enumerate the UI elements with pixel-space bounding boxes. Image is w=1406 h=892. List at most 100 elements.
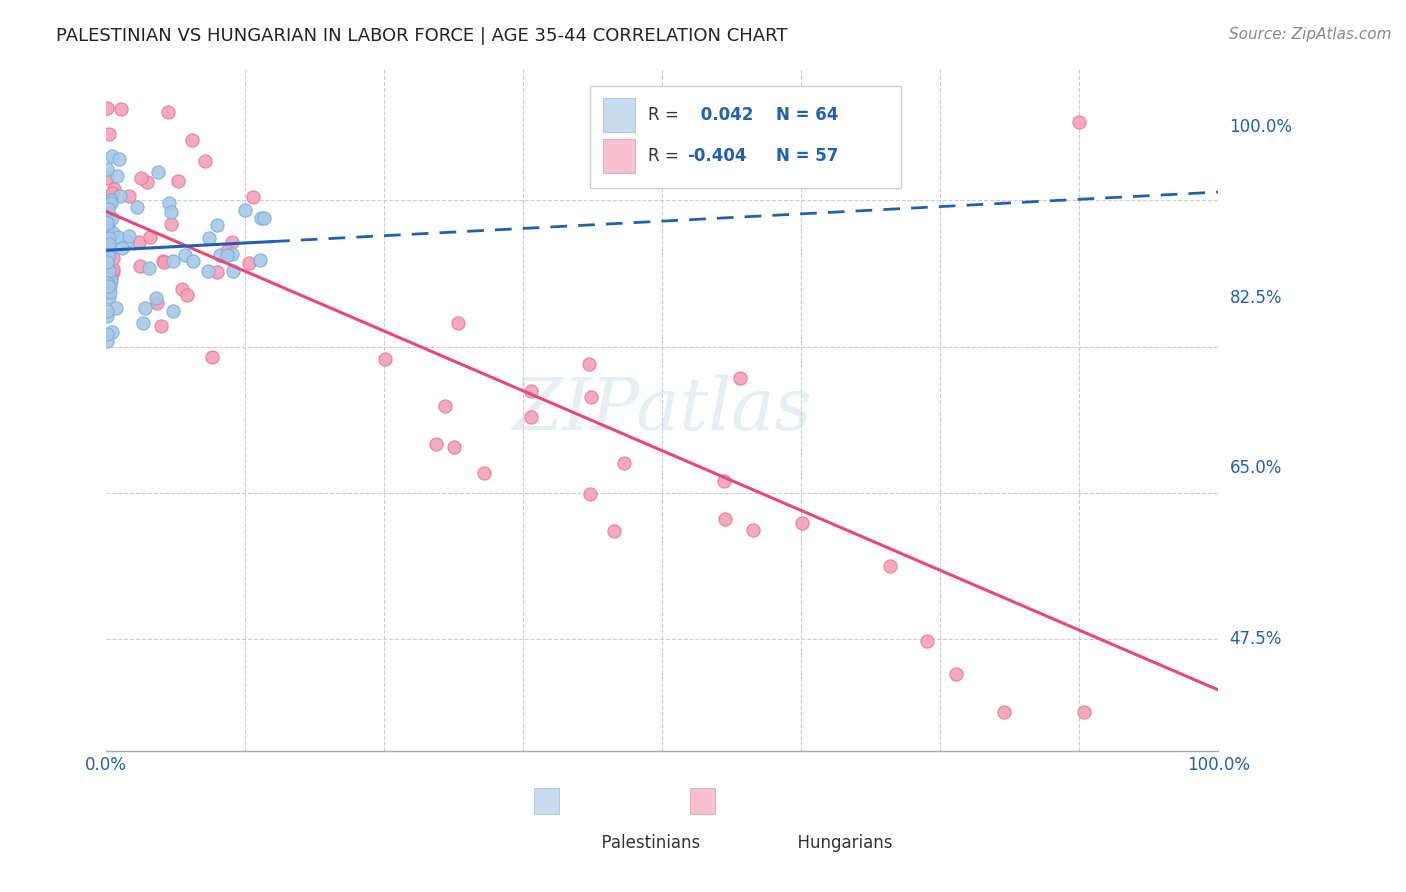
Point [197, 264, 219, 278]
Point [132, 316, 155, 330]
Point [613, 456, 636, 470]
Point [111, 241, 134, 255]
Point [96, 279, 118, 293]
Point [222, 264, 245, 278]
Point [579, 487, 602, 501]
Point [157, 196, 180, 211]
Point [97, 127, 120, 141]
Point [103, 227, 125, 241]
Point [253, 211, 276, 225]
Point [152, 255, 174, 269]
Point [433, 399, 456, 413]
Point [101, 251, 124, 265]
Point [97, 218, 120, 232]
Point [100, 194, 122, 209]
Point [602, 524, 624, 538]
Point [145, 291, 167, 305]
Point [96, 277, 118, 291]
Point [96, 101, 118, 115]
Point [134, 301, 156, 315]
Point [96, 216, 118, 230]
Point [138, 261, 160, 276]
Text: N = 64: N = 64 [776, 106, 838, 124]
Point [97, 202, 120, 217]
Point [741, 524, 763, 538]
Point [249, 211, 271, 225]
Point [139, 230, 162, 244]
Point [170, 282, 193, 296]
Point [97, 290, 120, 304]
Text: Hungarians: Hungarians [787, 834, 893, 852]
Point [100, 274, 122, 288]
Point [96, 171, 118, 186]
Point [201, 350, 224, 364]
Point [238, 256, 260, 270]
Point [117, 234, 139, 248]
Point [118, 189, 141, 203]
Point [101, 325, 124, 339]
Point [129, 171, 152, 186]
Point [96, 238, 118, 252]
Text: N = 57: N = 57 [776, 147, 838, 165]
Point [217, 244, 239, 259]
Point [249, 252, 271, 267]
Point [374, 351, 396, 366]
Point [105, 301, 128, 316]
Point [97, 214, 120, 228]
Point [181, 253, 204, 268]
Point [205, 218, 228, 232]
Point [101, 149, 124, 163]
Point [98, 285, 121, 299]
Point [221, 246, 243, 260]
Point [97, 247, 120, 261]
Text: Source: ZipAtlas.com: Source: ZipAtlas.com [1229, 27, 1392, 42]
Point [129, 259, 152, 273]
Point [993, 706, 1015, 720]
Point [146, 295, 169, 310]
Point [181, 132, 204, 146]
Point [519, 384, 541, 399]
Point [945, 666, 967, 681]
Point [194, 153, 217, 168]
Point [101, 261, 124, 276]
Point [108, 153, 131, 167]
Point [96, 255, 118, 269]
Point [97, 279, 120, 293]
Point [107, 229, 129, 244]
Text: 47.5%: 47.5% [1230, 630, 1282, 648]
Point [1069, 115, 1091, 129]
Point [100, 194, 122, 208]
FancyBboxPatch shape [603, 98, 634, 132]
Point [198, 231, 221, 245]
Point [176, 288, 198, 302]
Text: 65.0%: 65.0% [1230, 459, 1282, 477]
Point [96, 161, 118, 176]
Point [157, 105, 180, 120]
Point [209, 248, 232, 262]
Point [97, 198, 120, 212]
Point [108, 189, 131, 203]
Point [221, 235, 243, 250]
Point [714, 512, 737, 526]
Point [105, 169, 128, 183]
FancyBboxPatch shape [591, 86, 901, 188]
Point [915, 634, 938, 648]
Point [173, 248, 195, 262]
Text: 0.042: 0.042 [695, 106, 754, 124]
Point [149, 318, 172, 333]
Text: 82.5%: 82.5% [1230, 289, 1282, 307]
Point [98, 279, 121, 293]
Point [728, 371, 751, 385]
Point [443, 440, 465, 454]
Point [242, 190, 264, 204]
Point [1073, 706, 1095, 720]
FancyBboxPatch shape [603, 139, 634, 173]
Point [96, 222, 118, 236]
Text: R =: R = [648, 106, 679, 124]
Point [447, 317, 470, 331]
Point [579, 390, 602, 404]
Point [792, 516, 814, 530]
Point [98, 264, 121, 278]
Point [879, 559, 901, 574]
Point [167, 174, 190, 188]
